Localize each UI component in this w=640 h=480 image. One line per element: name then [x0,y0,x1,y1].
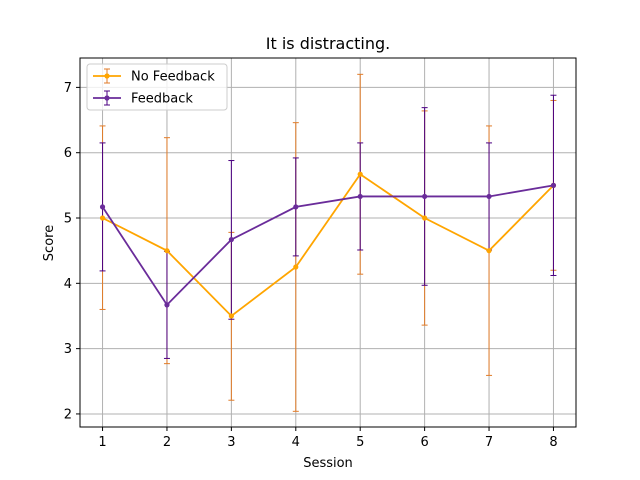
no-feedback-data-point [228,313,234,319]
y-tick-label: 6 [64,146,72,161]
grid [80,58,576,427]
no-feedback-data-point [99,215,106,221]
ticks: 1 2 3 4 5 6 7 8 2 3 4 5 6 7 [64,81,558,450]
x-tick-label: 5 [356,435,364,450]
y-tick-label: 2 [64,407,72,422]
feedback-data-point [228,236,234,243]
chart-title: It is distracting. [266,34,390,53]
no-feedback-data-point [293,264,299,270]
feedback-data-point [357,193,363,200]
legend-swatch-marker [104,95,110,101]
no-feedback-data-point [357,171,363,177]
feedback-data-point [99,204,106,210]
y-tick-label: 7 [64,81,72,96]
x-tick-label: 3 [227,435,235,450]
no-feedback-data-point [486,248,492,254]
legend-swatch-marker [104,73,110,79]
no-feedback-data-point [422,215,428,221]
x-tick-label: 1 [98,435,106,450]
y-tick-label: 3 [64,342,72,357]
x-tick-label: 4 [292,435,300,450]
feedback-series-line [101,184,554,307]
legend-label: Feedback [131,92,193,107]
feedback-data-point [486,193,492,200]
legend: No Feedback Feedback [86,63,228,111]
error-bars [99,73,557,412]
no-feedback-data-point [164,248,170,254]
x-tick-label: 7 [485,435,493,450]
feedback-data-point [550,182,557,188]
plot-area-frame [79,57,577,428]
no-feedback-series-line [102,173,555,318]
legend-label: No Feedback [131,70,215,85]
feedback-data-point [422,193,428,200]
y-tick-label: 4 [64,277,72,292]
x-tick-label: 8 [549,435,557,450]
x-axis-label: Session [303,456,353,471]
series-lines [99,171,557,319]
y-axis-label: Score [42,225,57,261]
x-tick-label: 2 [163,435,171,450]
feedback-data-point [164,302,170,308]
x-tick-label: 6 [420,435,428,450]
legend-box [86,63,228,111]
y-tick-label: 5 [64,212,72,227]
feedback-data-point [293,204,299,210]
